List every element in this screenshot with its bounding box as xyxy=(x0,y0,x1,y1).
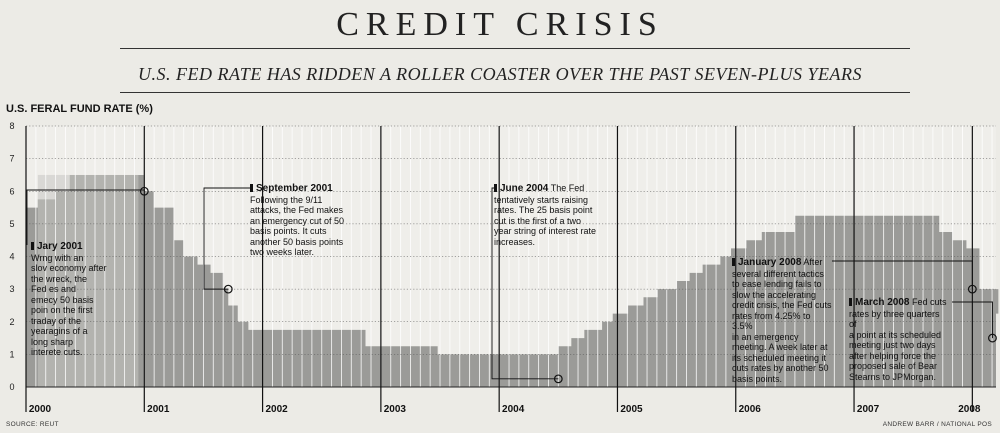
annotation-line: traday of the xyxy=(31,315,82,326)
area-highlight xyxy=(37,174,139,387)
annotation-line: tentatively starts raising xyxy=(494,194,589,205)
annotation-leader-jan-2001 xyxy=(26,189,145,245)
x-tick-label: 2001 xyxy=(147,404,170,415)
annotation-marker-jan-2001 xyxy=(139,186,149,196)
annotation-marker-jun-2004 xyxy=(553,374,563,384)
annotation-line: poin on the first xyxy=(31,305,93,315)
annotation-line: two weeks later. xyxy=(250,247,315,257)
annotation-line: basis points. It cuts xyxy=(250,226,327,236)
annotation-line: Fed es and xyxy=(31,284,77,294)
annotation-line: rates from 4.25% to 3.5% xyxy=(732,310,811,332)
annotation-line: proposed sale of Bear xyxy=(849,361,938,371)
y-tick-label: 5 xyxy=(9,219,14,229)
annotation-line: interete cuts. xyxy=(31,347,83,357)
annotation-line: slov economy after xyxy=(31,263,107,273)
annotation-line: another 50 basis points xyxy=(250,236,344,247)
annotation-marker-jan-2008 xyxy=(967,284,977,294)
x-tick-label: 2005 xyxy=(620,404,643,415)
source-note: SOURCE: REUT xyxy=(6,421,59,428)
annotation-jan-2001: Jary 2001 Wrng with an slov economy after t… xyxy=(31,241,123,358)
x-tick-label: 2002 xyxy=(265,404,288,415)
annotation-line: its scheduled meeting it xyxy=(732,352,827,363)
y-tick-label: 8 xyxy=(9,121,14,131)
annotation-leader-sep-2001 xyxy=(203,187,250,290)
annotation-line: slow the accelerating xyxy=(732,289,817,300)
annotation-line: yearagins of a xyxy=(31,326,88,336)
annotation-line: to ease lending fails to xyxy=(732,279,822,289)
annotation-jan-2008: January 2008 After several different tact… xyxy=(732,257,832,384)
y-tick-label: 4 xyxy=(9,252,14,262)
subtitle-rule xyxy=(120,92,910,93)
y-tick-label: 3 xyxy=(9,284,14,294)
annotation-line: the wreck, the xyxy=(31,273,88,284)
annotation-heading: June 2004 xyxy=(494,183,548,194)
page-title: CREDIT CRISIS xyxy=(336,6,664,43)
annotation-line: cut is the first of a two xyxy=(494,215,582,226)
y-tick-label: 7 xyxy=(9,154,14,164)
annotation-line: a point at its scheduled xyxy=(849,329,942,340)
annotation-line: emecy 50 basis xyxy=(31,294,94,305)
annotation-jun-2004: June 2004 The Fed tentatively starts rais… xyxy=(494,183,612,247)
annotation-line: several different tactics xyxy=(732,268,824,279)
x-tick-label: 2006 xyxy=(739,404,762,415)
annotation-line: meeting just two days xyxy=(849,340,936,350)
annotation-line: year string of interest rate xyxy=(494,226,597,236)
x-tick-label: 2000 xyxy=(29,404,52,415)
annotation-marker-mar-2008 xyxy=(988,333,997,343)
y-axis-title: U.S. FERAL FUND RATE (%) xyxy=(6,103,153,115)
annotation-line: rates. The 25 basis point xyxy=(494,205,593,215)
annotation-line: basis points. xyxy=(732,373,783,384)
y-tick-label: 2 xyxy=(9,317,14,327)
annotation-line: Stearns to JPMorgan. xyxy=(849,371,937,382)
x-tick-label: 2004 xyxy=(502,404,525,415)
annotation-line: Fed cuts xyxy=(909,297,947,307)
annotation-sep-2001: September 2001 Following the 9/11 attacks,… xyxy=(250,183,358,258)
annotation-line: long sharp xyxy=(31,336,74,347)
credit-note: ANDREW BARR / NATIONAL POS xyxy=(882,421,992,428)
title-rule xyxy=(120,48,910,49)
annotation-line: After xyxy=(801,257,823,267)
annotation-leader-jun-2004 xyxy=(491,187,559,380)
annotation-line: The Fed xyxy=(548,183,585,193)
annotation-line: rates by three quarters of xyxy=(849,308,940,330)
page-subtitle: U.S. FED RATE HAS RIDDEN A ROLLER COASTE… xyxy=(138,64,862,84)
annotation-line: Wrng with an xyxy=(31,252,84,263)
annotation-mar-2008: March 2008 Fed cuts rates by three quarte… xyxy=(849,297,949,382)
annotation-heading: March 2008 xyxy=(849,297,909,308)
annotation-line: credit crisis, the Fed cuts xyxy=(732,300,832,310)
annotation-line: attacks, the Fed makes xyxy=(250,205,344,215)
x-tick-label: 2003 xyxy=(384,404,407,415)
annotation-marker-sep-2001 xyxy=(223,284,233,294)
annotation-line: cuts rates by another 50 xyxy=(732,363,829,373)
annotation-line: Following the 9/11 xyxy=(250,194,323,205)
annotation-leader-jan-2008 xyxy=(832,260,973,290)
annotation-line: an emergency cut of 50 xyxy=(250,215,345,226)
annotation-heading: January 2008 xyxy=(732,257,801,268)
annotation-line: increases. xyxy=(494,236,536,247)
x-tick-label: 2007 xyxy=(857,404,880,415)
y-tick-label: 1 xyxy=(9,349,14,359)
annotation-line: after helping force the xyxy=(849,350,937,361)
annotation-heading: Jary 2001 xyxy=(31,241,83,252)
x-tick-label: 2008 xyxy=(958,404,981,415)
annotation-line: meeting. A week later at xyxy=(732,342,828,352)
annotation-heading: September 2001 xyxy=(250,183,333,194)
y-tick-label: 6 xyxy=(9,186,14,196)
y-tick-label: 0 xyxy=(9,382,14,392)
annotation-leader-mar-2008 xyxy=(952,301,993,339)
annotation-line: in an emergency xyxy=(732,331,799,342)
